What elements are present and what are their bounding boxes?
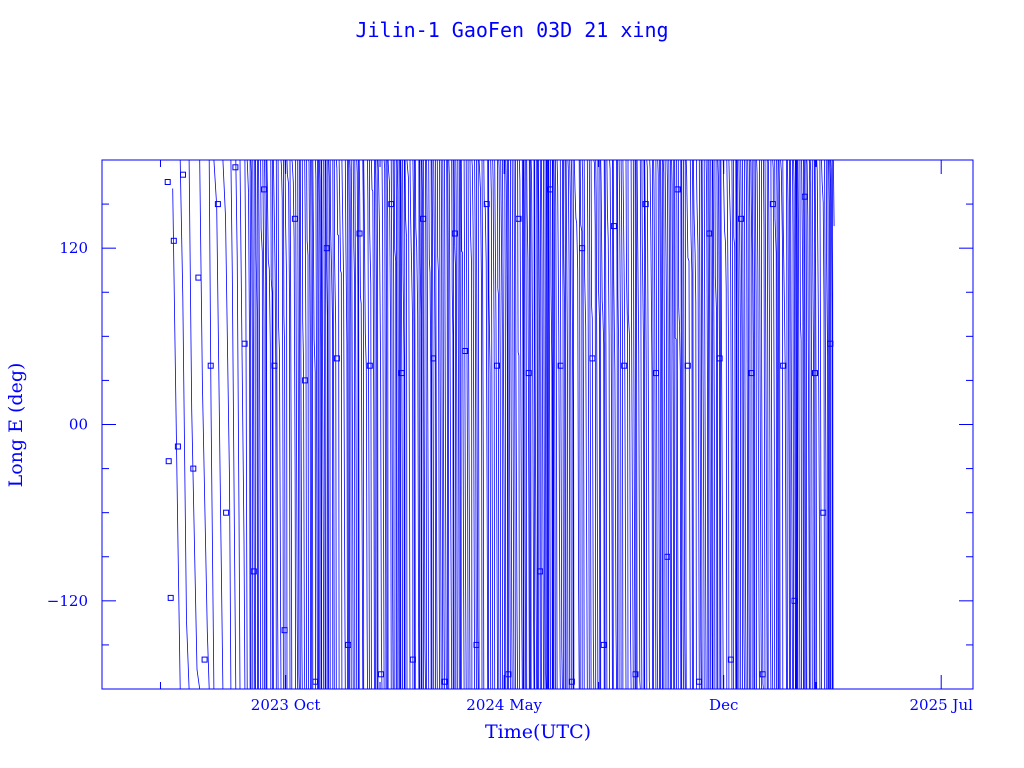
data-point [190,465,197,472]
data-point [525,370,532,377]
data-point [696,678,703,685]
x-tick-label: 2025 Jul [909,696,973,714]
data-point [664,553,671,560]
data-point [223,509,230,516]
data-point [167,594,174,601]
x-axis-label: Time(UTC) [485,721,591,743]
data-point [537,568,544,575]
data-point [494,362,500,369]
data-point [674,186,681,193]
data-point [505,671,512,678]
data-point [201,656,208,663]
data-point [600,641,607,648]
data-point [174,443,181,450]
data-point [827,340,834,347]
y-tick-label: −120 [47,592,88,610]
data-point [642,201,649,208]
data-point [610,223,617,230]
data-point [164,179,171,185]
y-tick-label: 00 [69,416,88,434]
data-point [388,201,395,208]
data-point [483,201,490,208]
data-point [557,362,564,369]
x-tick-label: Dec [709,696,738,714]
data-point [271,362,278,369]
data-point [345,641,352,648]
data-point [398,370,405,377]
longitude-trace [172,160,835,689]
data-point [589,355,596,362]
x-tick-label: 2023 Oct [251,696,321,714]
data-point [653,370,659,377]
data-point [547,186,554,193]
data-point [684,362,691,369]
data-point [462,348,469,354]
data-point [207,362,214,369]
data-point [333,355,340,362]
data-point [473,641,480,648]
data-point [780,362,787,369]
data-point [451,230,458,237]
data-point [281,627,288,634]
data-point [769,201,776,208]
data-point [195,274,202,281]
data-point [250,568,257,575]
data-point [430,355,437,362]
data-point [621,362,628,369]
data-point [420,215,427,222]
data-point [366,362,373,369]
data-point [801,193,808,200]
ticks-layer: −120 00 120 2023 Oct 2024 May Dec 2025 Jul [47,160,973,714]
data-point [302,377,309,384]
chart-title: Jilin-1 GaoFen 03D 21 xing [355,18,668,42]
data-point [706,230,713,237]
data-point [241,340,248,347]
data-point [748,370,755,377]
x-tick-label: 2024 May [466,696,542,714]
y-axis-label: Long E (deg) [5,363,27,488]
data-point [738,215,745,222]
data-layer [164,160,835,689]
data-point [791,597,798,604]
data-point [232,164,239,171]
data-point [579,245,586,252]
data-point [214,201,221,208]
data-point [820,509,827,516]
data-point [409,656,416,663]
data-point [441,678,448,685]
data-point [291,215,298,222]
data-point [759,671,766,678]
y-tick-label: 120 [59,239,88,257]
data-point [727,656,734,663]
data-point [378,671,384,678]
data-point [170,237,177,244]
data-point [568,678,575,685]
data-point [356,230,363,237]
data-point [165,458,172,465]
data-point [323,245,330,252]
data-point [812,370,818,377]
data-point [261,186,268,193]
data-point [632,671,639,678]
data-point [716,355,723,362]
data-point [312,678,319,685]
data-point [180,171,186,178]
data-point [515,215,522,222]
